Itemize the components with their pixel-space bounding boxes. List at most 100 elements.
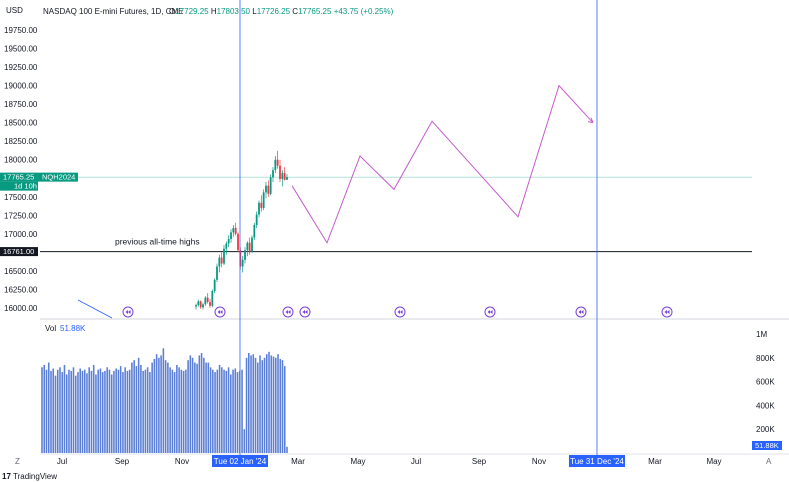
lightning-event-icon[interactable] (282, 306, 294, 318)
price-chart[interactable]: 19750.00 19500.00 19250.00 19000.00 18750.00… (0, 0, 789, 470)
time-tick-label: Jul (57, 457, 67, 466)
price-axis[interactable]: 19750.00 19500.00 19250.00 19000.00 18750.00… (4, 26, 38, 313)
volume-bar (117, 369, 120, 453)
candle-body (202, 304, 204, 308)
volume-bar (252, 354, 255, 453)
expiry-event-icon[interactable] (299, 306, 311, 318)
time-marker-bg (212, 455, 268, 467)
candle-body (265, 185, 267, 193)
candle-body (218, 257, 221, 267)
candle-body (251, 237, 253, 252)
volume-bar (169, 367, 171, 453)
volume-bar (272, 356, 275, 453)
volume-bar (176, 364, 178, 453)
arrowhead-stroke (587, 121, 594, 124)
ath-annotation[interactable]: previous all-time highs (115, 237, 200, 247)
candle-body (199, 301, 202, 308)
volume-bar (135, 366, 138, 453)
price-tick-label: 19750.00 (4, 26, 38, 35)
candles (195, 150, 288, 310)
high-label: H (210, 7, 217, 16)
volume-bar (88, 367, 90, 453)
expiry-event-icon[interactable] (394, 306, 406, 318)
volume-bar (137, 357, 140, 453)
open-label: O (169, 7, 176, 16)
candle-body (260, 202, 263, 208)
volume-bar (256, 362, 259, 453)
volume-label: Vol (45, 324, 56, 333)
time-tick-label: May (706, 457, 721, 466)
volume-bar (79, 368, 81, 453)
candle-body (225, 243, 228, 249)
volume-bar (77, 372, 79, 453)
volume-bar (108, 369, 111, 453)
candle-body (237, 233, 239, 251)
volume-bar (189, 355, 192, 453)
expiry-event-icon[interactable] (661, 306, 673, 318)
time-axis[interactable]: Jul Sep Nov Tue 02 Jan '24 Mar May Jul Sep Nov Tu… (57, 455, 722, 467)
volume-bar (144, 369, 147, 453)
price-tick-label: 17250.00 (4, 211, 38, 220)
symbol-title[interactable]: NASDAQ 100 E-mini Futures, 1D, CME (43, 7, 184, 16)
volume-bar (187, 360, 189, 453)
event-markers[interactable] (122, 306, 673, 318)
volume-bar (218, 364, 221, 453)
auto-scale-icon[interactable]: A (766, 457, 772, 466)
candle-body (262, 192, 265, 208)
volume-legend[interactable]: Vol 51.88K (45, 324, 86, 333)
volume-bar (149, 372, 151, 453)
volume-bar (99, 368, 102, 453)
volume-bar (43, 364, 46, 453)
volume-bar (261, 360, 264, 453)
candle-body (276, 159, 279, 166)
volume-bar (263, 357, 266, 453)
event-icon-glyph (125, 310, 131, 314)
trendline-fragment[interactable] (77, 299, 113, 319)
expiry-event-icon[interactable] (484, 306, 496, 318)
volume-bar (234, 368, 237, 453)
volume-bar (81, 370, 84, 453)
volume-bar (158, 357, 160, 453)
candle-body (258, 202, 260, 215)
projection-path[interactable] (291, 84, 594, 244)
candle-body (211, 290, 214, 306)
level-tag-bg (0, 247, 38, 257)
event-icon-glyph (302, 310, 308, 314)
volume-bar (101, 372, 104, 453)
tradingview-logo[interactable]: 17 TradingView (2, 472, 57, 481)
volume-bar (41, 367, 43, 453)
expiry-event-icon[interactable] (575, 306, 587, 318)
volume-bar (173, 372, 176, 453)
candle-body (244, 250, 246, 260)
candle-body (286, 177, 288, 180)
volume-bar (65, 374, 68, 453)
time-tick-label: Tue 31 Dec '24 (570, 457, 624, 466)
expiry-event-icon[interactable] (214, 306, 226, 318)
time-tick-label: Sep (115, 457, 130, 466)
volume-bar (185, 369, 187, 453)
candle-body (283, 173, 286, 180)
expiry-event-icon[interactable] (122, 306, 134, 318)
candle-body (209, 302, 211, 306)
low-label: L (252, 7, 257, 16)
volume-bar (239, 370, 241, 453)
price-tick-label: 17000.00 (4, 230, 38, 239)
current-price-tag-bg (0, 172, 78, 182)
open-value: 17729.25 (175, 7, 209, 16)
footer: 17 TradingView (0, 470, 789, 482)
zoom-icon[interactable]: Z (15, 457, 20, 466)
volume-bar (106, 367, 108, 453)
currency-label[interactable]: USD (6, 6, 23, 15)
volume-bar (52, 368, 55, 453)
volume-bar (140, 364, 142, 453)
price-tick-label: 18000.00 (4, 156, 38, 165)
volume-bar (63, 364, 66, 453)
volume-axis[interactable]: 1M 800K 600K 400K 200K (756, 330, 775, 434)
level-tag-text: 16761.00 (3, 247, 34, 256)
volume-bar (230, 374, 232, 453)
volume-bar (227, 367, 230, 453)
time-tick-label: May (350, 457, 365, 466)
volume-bar (122, 372, 124, 453)
volume-bar (209, 367, 212, 453)
volume-bar (155, 354, 158, 453)
